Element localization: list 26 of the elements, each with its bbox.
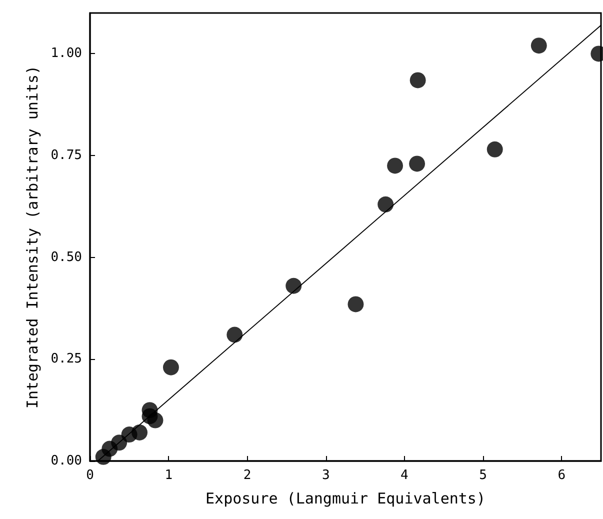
- y-tick-label: 0.75: [50, 148, 82, 164]
- point: [226, 326, 243, 343]
- x-tick-label: 2: [243, 468, 252, 483]
- x-tick-label: 4: [400, 468, 409, 483]
- point: [410, 72, 426, 88]
- point: [530, 38, 547, 54]
- x-tick-label: 1: [164, 468, 173, 483]
- y-tick-label: 1.00: [50, 46, 82, 62]
- y-tick-label: 0.25: [50, 352, 82, 367]
- x-tick-label: 0: [86, 468, 94, 483]
- point: [162, 359, 179, 376]
- point: [486, 141, 503, 158]
- point: [409, 156, 426, 172]
- point: [348, 296, 364, 312]
- x-tick-label: 6: [558, 468, 566, 483]
- point: [378, 196, 394, 212]
- y-tick-label: 0.00: [50, 454, 82, 468]
- point: [147, 412, 164, 428]
- x-axis-title: Exposure (Langmuir Equivalents): [206, 490, 486, 508]
- point: [286, 278, 302, 294]
- point: [132, 424, 148, 440]
- x-tick-label: 5: [479, 468, 487, 483]
- x-tick-label: 3: [322, 468, 330, 483]
- point: [387, 158, 404, 174]
- y-axis-title: Integrated Intensity (arbitrary units): [23, 65, 42, 409]
- y-tick-label: 0.50: [50, 250, 82, 265]
